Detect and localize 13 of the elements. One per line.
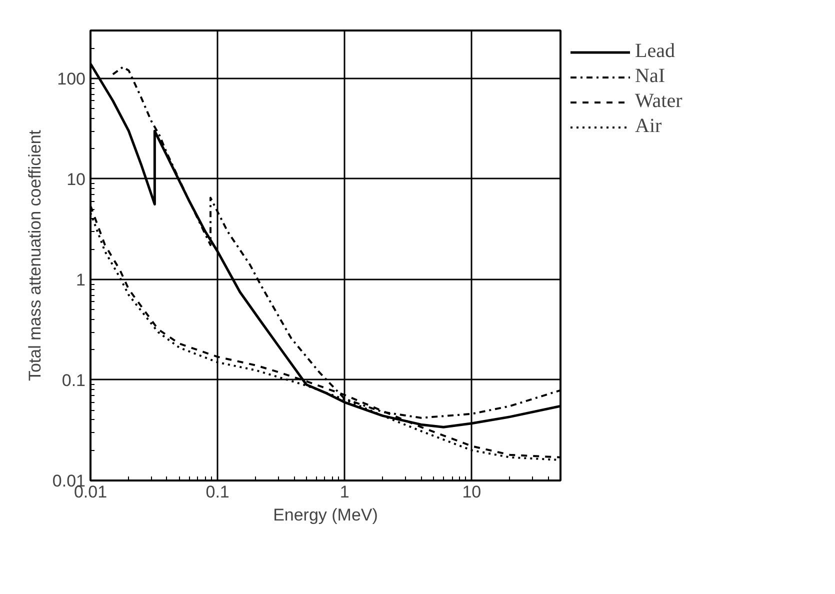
x-tick-label: 0.1: [206, 482, 230, 502]
x-axis-title: Energy (MeV): [273, 506, 378, 524]
x-tick-label: 10: [462, 482, 482, 502]
x-tick-label: 1: [340, 482, 350, 502]
legend-label: Water: [635, 90, 682, 113]
y-tick-label: 10: [66, 170, 86, 189]
y-tick-label: 0.1: [62, 370, 86, 390]
legend-label: Air: [635, 115, 662, 138]
y-tick-label: 1: [76, 270, 86, 290]
legend-label: NaI: [635, 65, 665, 88]
y-tick-label: 100: [57, 69, 86, 88]
legend-label: Lead: [635, 40, 675, 63]
y-axis-title: Total mass attenuation coefficient: [25, 130, 44, 382]
